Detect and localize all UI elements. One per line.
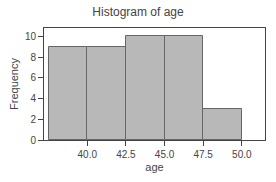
svg-text:Histogram of age: Histogram of age (92, 5, 184, 19)
svg-text:Frequency: Frequency (8, 58, 20, 110)
svg-text:age: age (145, 161, 163, 173)
svg-text:0: 0 (30, 135, 36, 146)
svg-text:8: 8 (30, 52, 36, 63)
svg-text:2: 2 (30, 114, 36, 125)
svg-text:10: 10 (25, 31, 37, 42)
svg-text:6: 6 (30, 72, 36, 83)
svg-text:50.0: 50.0 (232, 149, 252, 160)
svg-text:4: 4 (30, 93, 36, 104)
svg-text:47.5: 47.5 (193, 149, 213, 160)
svg-text:40.0: 40.0 (78, 149, 98, 160)
svg-text:42.5: 42.5 (116, 149, 136, 160)
svg-text:45.0: 45.0 (155, 149, 175, 160)
